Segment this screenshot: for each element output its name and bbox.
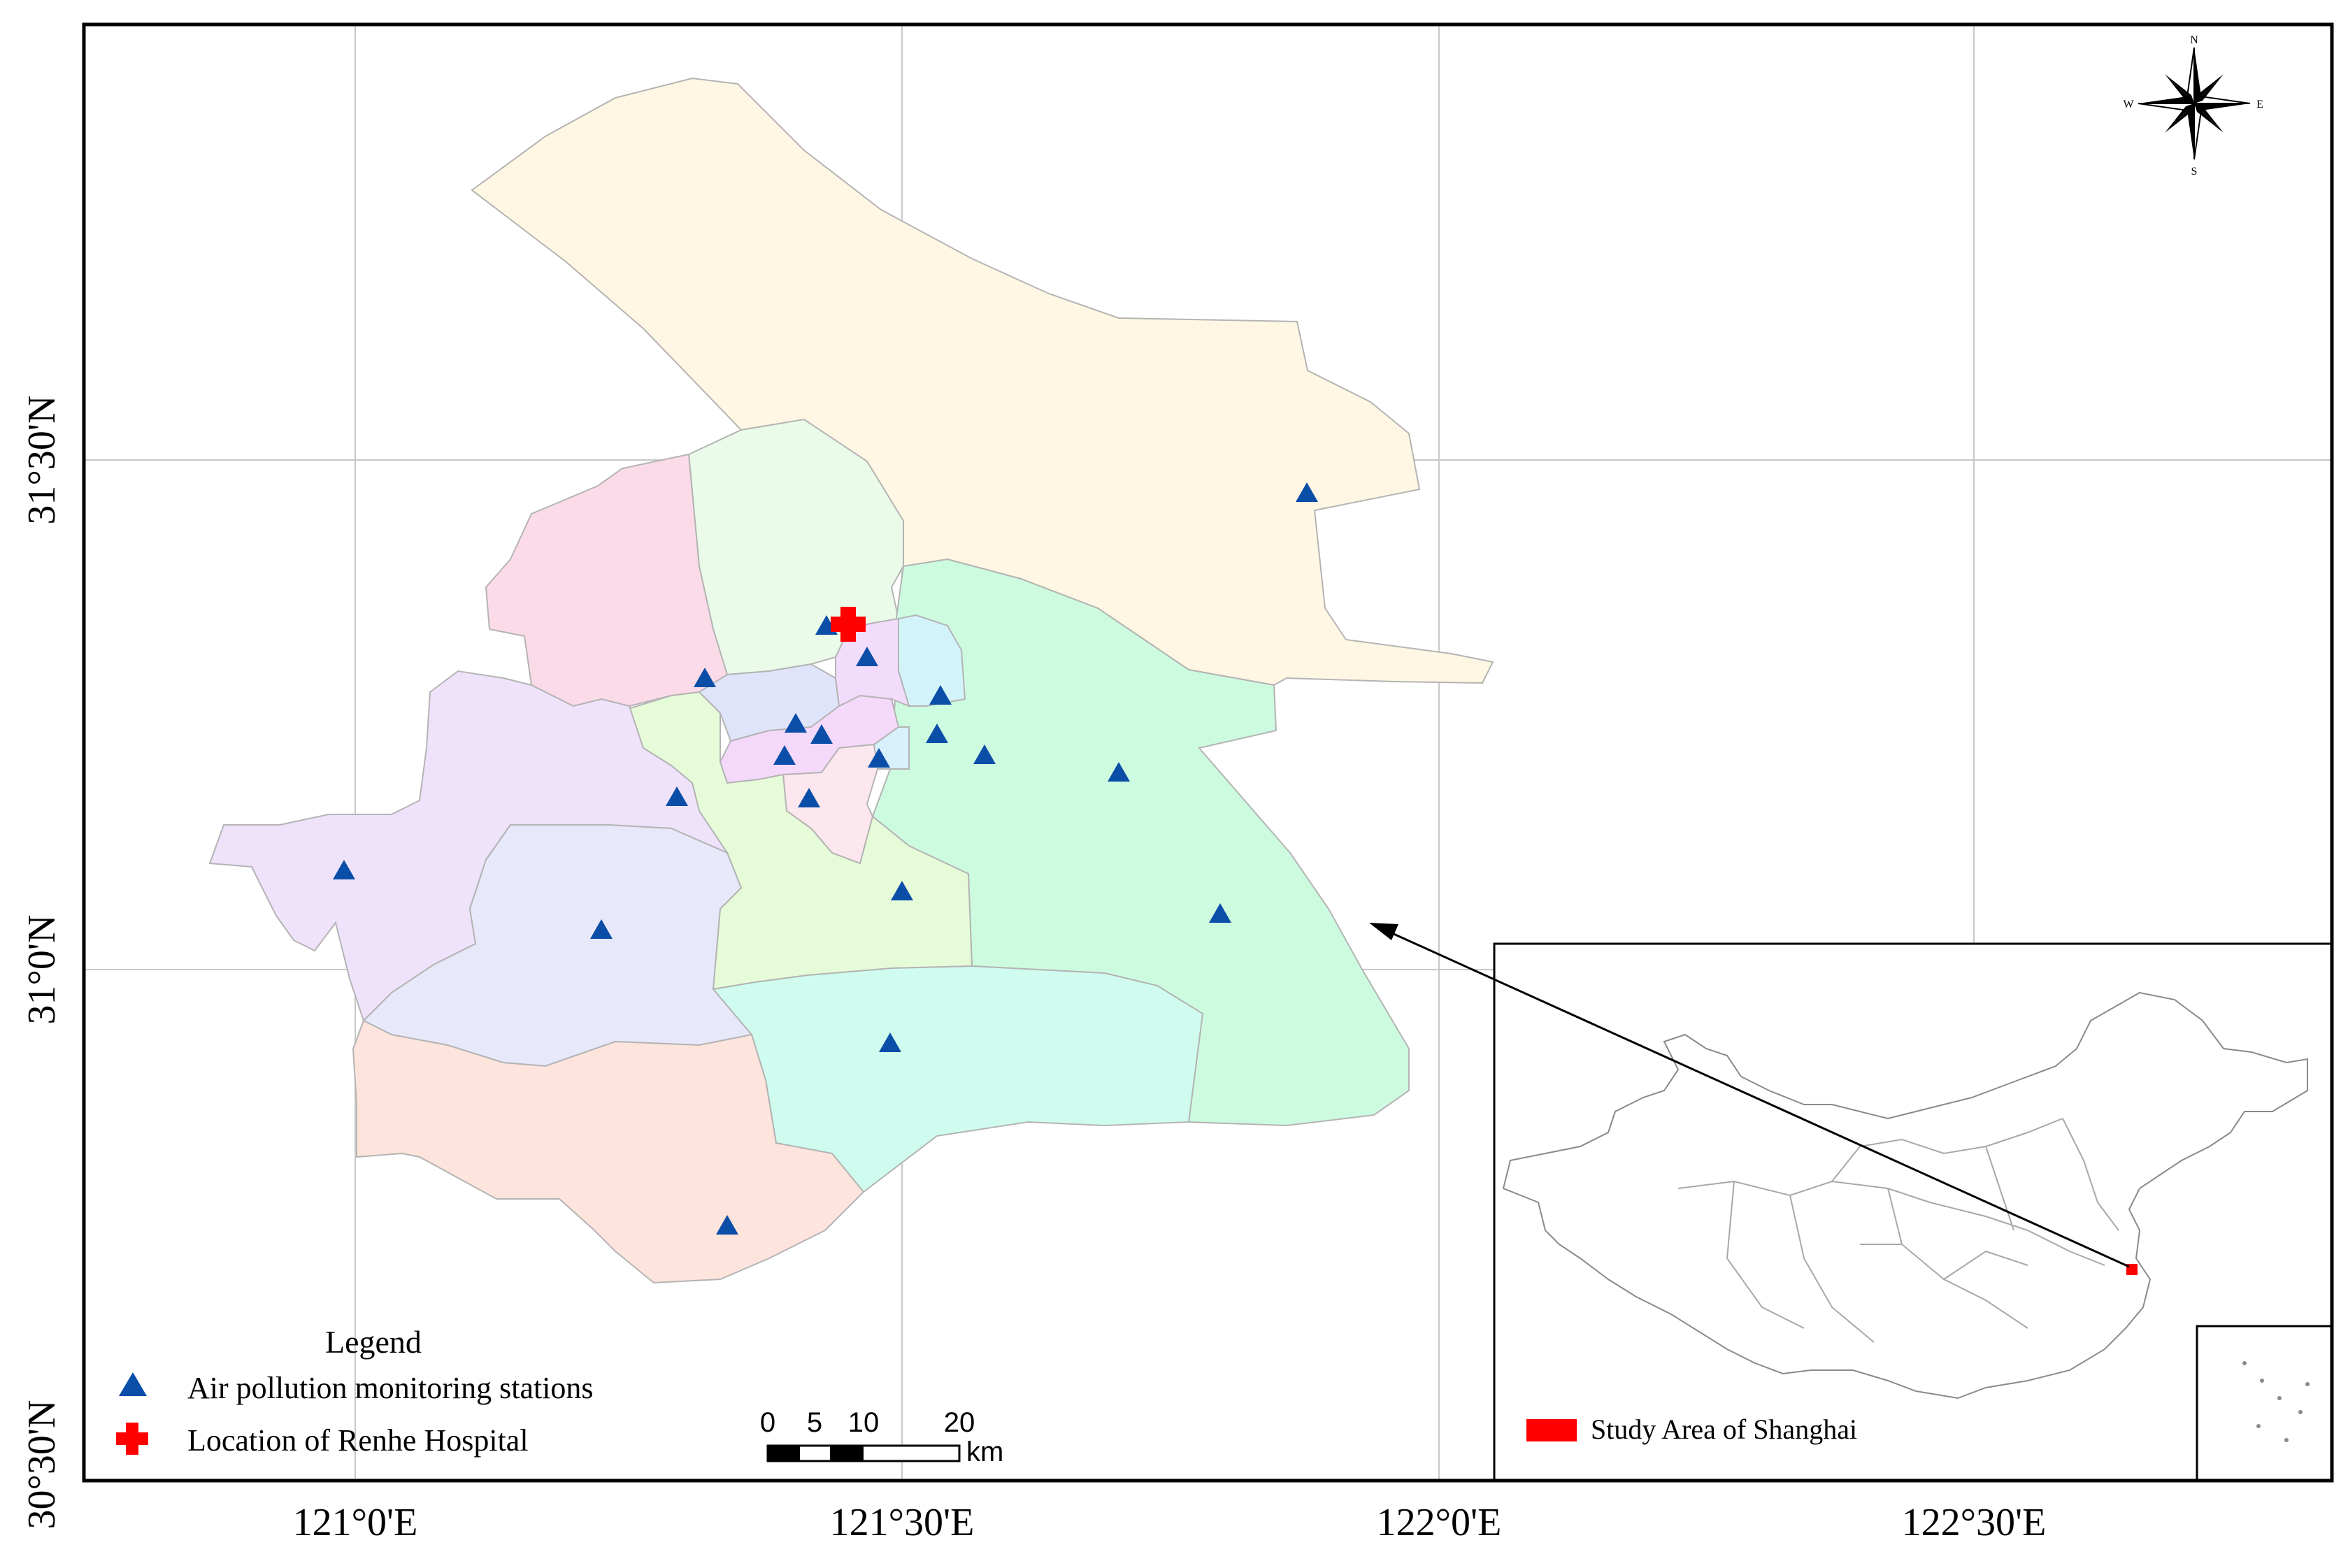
district-jinshan — [352, 1019, 865, 1284]
station-marker — [1108, 762, 1130, 782]
scale-tick-20: 20 — [944, 1407, 975, 1438]
station-marker — [590, 919, 613, 939]
station-marker — [891, 881, 913, 900]
station-marker — [810, 724, 833, 744]
map-frame — [82, 22, 2334, 1483]
station-marker — [926, 724, 948, 743]
scale-tick-5: 5 — [807, 1407, 822, 1438]
south-label: S — [2191, 166, 2198, 178]
x-axis-labels: 121°0'E 121°30'E 122°0'E 122°30'E — [293, 1501, 2047, 1544]
x-label-122-30: 122°30'E — [1902, 1501, 2047, 1544]
legend: Legend Air pollution monitoring stations… — [116, 1324, 594, 1458]
north-arrow: N S E W — [2123, 34, 2263, 178]
station-marker — [773, 745, 796, 765]
x-label-121-30: 121°30'E — [830, 1501, 975, 1544]
renhe-hospital-marker — [831, 607, 866, 642]
legend-hospital-symbol — [116, 1423, 148, 1455]
x-label-122-0: 122°0'E — [1377, 1501, 1502, 1544]
y-label-30-30: 30°30'N — [20, 1400, 64, 1530]
east-label: E — [2256, 99, 2263, 110]
monitoring-stations — [333, 482, 1318, 1235]
legend-hospital-label: Location of Renhe Hospital — [187, 1423, 529, 1458]
scale-tick-0: 0 — [760, 1407, 775, 1438]
shanghai-districts — [208, 77, 1494, 1284]
y-label-31-30: 31°30'N — [20, 396, 64, 525]
station-marker — [666, 786, 688, 806]
study-area-swatch — [1526, 1419, 1577, 1441]
inset-map: Study Area of Shanghai — [1493, 942, 2333, 1482]
scale-unit: km — [966, 1437, 1003, 1467]
scale-bar: 0 5 10 20 km — [760, 1407, 1003, 1467]
station-marker — [973, 745, 996, 764]
station-marker — [929, 685, 952, 705]
y-axis-labels: 31°30'N 31°0'N 30°30'N — [20, 396, 64, 1530]
station-marker — [1209, 903, 1231, 923]
station-marker — [879, 1033, 901, 1052]
station-marker — [785, 713, 807, 733]
study-area-label: Study Area of Shanghai — [1591, 1414, 1857, 1445]
station-marker — [856, 647, 878, 666]
station-marker — [716, 1215, 738, 1235]
station-marker — [868, 748, 890, 768]
station-marker — [798, 788, 820, 807]
pointer-arrow — [1369, 923, 2130, 1268]
station-marker — [694, 668, 716, 687]
west-label: W — [2123, 99, 2134, 110]
legend-station-label: Air pollution monitoring stations — [187, 1371, 594, 1405]
district-jiading — [485, 453, 729, 707]
station-marker — [1296, 482, 1318, 502]
scale-tick-10: 10 — [848, 1407, 880, 1438]
legend-title: Legend — [325, 1324, 422, 1360]
china-outline — [1502, 991, 2308, 1400]
north-label: N — [2190, 34, 2198, 46]
district-pudong — [871, 558, 1410, 1127]
legend-station-symbol — [119, 1372, 147, 1396]
south-china-sea-inset — [2196, 1325, 2333, 1482]
x-label-121-0: 121°0'E — [293, 1501, 418, 1544]
y-label-31-0: 31°0'N — [20, 915, 64, 1025]
station-marker — [333, 860, 355, 879]
